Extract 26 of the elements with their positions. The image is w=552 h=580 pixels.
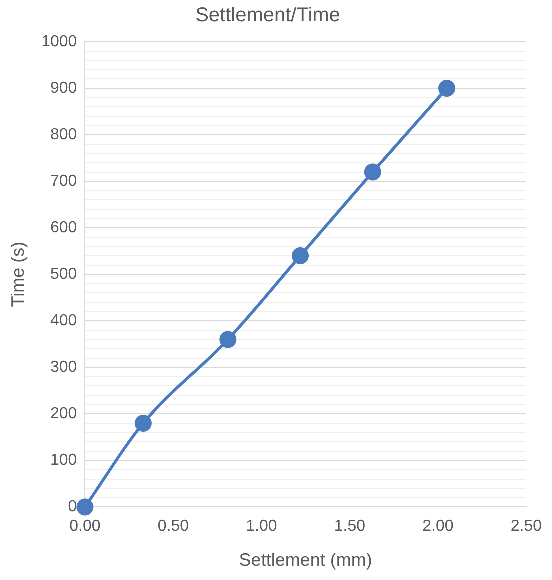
point xyxy=(364,164,382,181)
y-tick-label: 900 xyxy=(50,80,78,97)
x-tick-label: 1.50 xyxy=(334,518,366,536)
x-tick-label: 0.50 xyxy=(158,518,190,536)
chart-title: Settlement/Time xyxy=(196,4,340,27)
point xyxy=(76,498,94,516)
y-tick-label: 300 xyxy=(50,359,78,376)
y-tick-label: 200 xyxy=(50,406,78,423)
x-tick-label: 1.00 xyxy=(246,518,278,536)
y-tick-label: 800 xyxy=(50,126,78,144)
point xyxy=(134,414,152,432)
y-tick-label: 1000 xyxy=(42,33,78,50)
point xyxy=(292,247,310,264)
y-tick-label: 700 xyxy=(50,172,78,190)
x-tick-label: 0.00 xyxy=(70,518,101,536)
y-axis-title: Time (s) xyxy=(8,242,28,308)
y-tick-label: 500 xyxy=(50,266,78,284)
y-tick-label: 100 xyxy=(50,452,78,470)
x-tick-label: 2.50 xyxy=(510,518,542,536)
point xyxy=(438,80,456,98)
y-tick-label: 600 xyxy=(50,219,78,236)
point xyxy=(220,331,237,348)
y-tick-label: 0 xyxy=(68,498,78,516)
y-tick-label: 400 xyxy=(50,312,78,330)
x-tick-label: 2.00 xyxy=(422,518,454,536)
x-axis-title: Settlement (mm) xyxy=(239,550,372,570)
